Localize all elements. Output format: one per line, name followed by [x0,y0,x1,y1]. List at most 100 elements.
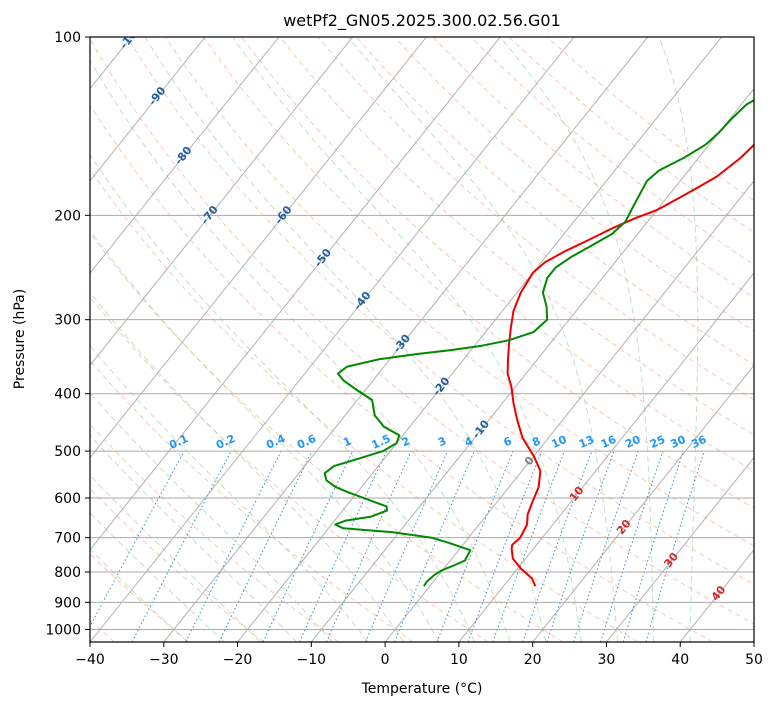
dry-adiabat [202,37,754,509]
isotherm-line [753,641,754,642]
isotherm-line [90,37,206,182]
isotherm-line [0,37,58,642]
mixing-ratio-line [436,450,514,642]
chart-title: wetPf2_GN05.2025.300.02.56.G01 [283,11,561,31]
mixing-ratio-label: 0.6 [295,432,318,452]
isotherm-line [90,37,354,367]
dry-adiabat [394,37,754,332]
moist-adiabat [90,474,261,642]
dry-adiabat [90,296,489,642]
moist-adiabat [90,344,369,642]
y-tick-label: 100 [54,30,81,46]
y-tick-label: 300 [54,313,81,329]
dry-adiabat [508,37,754,234]
y-tick-label: 1000 [45,622,81,638]
isotherm-line [458,272,754,642]
moist-adiabat [90,229,440,642]
isotherm-line [90,37,280,274]
axis-ticks: −40 −30 −20 −10 0 10 20 30 40 5010020030040050060… [45,30,763,668]
mixing-ratio-line [573,450,639,642]
isotherm-label: -50 [312,246,335,270]
x-tick-label: −20 [223,652,253,668]
mixing-ratio-line [365,450,449,642]
x-tick-label: 40 [671,652,689,668]
isotherm-line [90,37,501,551]
isotherm-label: -70 [198,203,221,227]
x-tick-label: 30 [598,652,616,668]
x-tick-label: −30 [149,652,179,668]
mixing-ratio-line [522,450,593,642]
mixing-ratio-label: 0.4 [264,432,287,452]
dry-adiabat [90,488,265,642]
mixing-ratio-line [467,450,543,642]
isotherm-line [237,37,722,642]
mixing-ratio-label: 16 [599,433,619,451]
moist-adiabat [232,37,582,642]
mixing-ratio-line [325,450,412,642]
mixing-ratio-label: 36 [689,433,709,451]
mixing-ratio-line [185,450,282,642]
moist-adiabat [499,37,655,642]
y-tick-label: 400 [54,387,81,403]
dry-adiabat [90,38,754,625]
mixing-ratio-line [492,450,565,642]
dry-adiabat [90,232,564,642]
background-lines [0,37,754,642]
mixing-ratio-line [600,450,664,642]
x-tick-label: 0 [381,652,390,668]
mixing-ratio-label: 30 [668,433,688,451]
dry-adiabat [470,37,754,266]
moist-adiabat [90,434,297,642]
x-tick-label: 50 [745,652,763,668]
mixing-ratio-label: 25 [648,433,667,451]
y-tick-label: 600 [54,491,81,507]
y-tick-label: 700 [54,531,81,547]
mixing-ratio-label: 2 [400,434,412,449]
isotherm-label: 0 [522,454,537,468]
mixing-ratio-label: 3 [436,434,448,449]
isotherm-label: -80 [172,144,195,168]
mixing-ratio-line [218,450,313,642]
mixing-ratio-line [90,450,185,628]
moist-adiabat [90,59,511,642]
moist-adiabat [347,37,618,642]
isotherm-line [384,180,754,642]
moist-adiabat [658,37,699,642]
x-tick-label: 20 [524,652,542,668]
plot-frame [89,36,755,643]
mixing-ratio-label: 6 [502,434,515,449]
moist-adiabat [90,153,475,642]
isotherm-line [90,37,575,642]
isotherm-label: -10 [470,417,493,441]
x-axis-title: Temperature (°C) [361,681,483,697]
series-layer [323,99,754,587]
mixing-ratio-label: 20 [623,433,643,451]
dry-adiabat [90,423,339,642]
isotherm-line [679,548,754,642]
y-axis-title: Pressure (hPa) [12,289,28,389]
isotherm-label: -90 [146,84,169,108]
y-tick-label: 500 [54,444,81,460]
isotherm-line [163,37,649,642]
x-tick-label: −40 [75,652,105,668]
mixing-ratio-label: 1 [341,434,353,449]
isotherm-line [90,37,427,459]
mixing-ratio-label: 1.5 [370,432,393,452]
x-tick-label: −10 [297,652,327,668]
dry-adiabat [90,104,713,642]
isotherm-line [532,364,754,642]
mixing-ratio-line [622,450,684,642]
temperature-profile [506,143,754,587]
moist-adiabat [144,37,547,642]
mixing-ratio-label: 10 [549,433,569,451]
mixing-ratio-line [645,450,705,642]
dry-adiabat [317,37,754,401]
mixing-ratio-line [546,450,615,642]
dewpoint-profile [323,99,754,587]
isotherm-label: -60 [272,203,295,227]
dry-adiabat [126,37,754,586]
moist-adiabat [90,548,188,642]
moist-adiabat [90,291,405,642]
isotherm-line [310,87,754,642]
